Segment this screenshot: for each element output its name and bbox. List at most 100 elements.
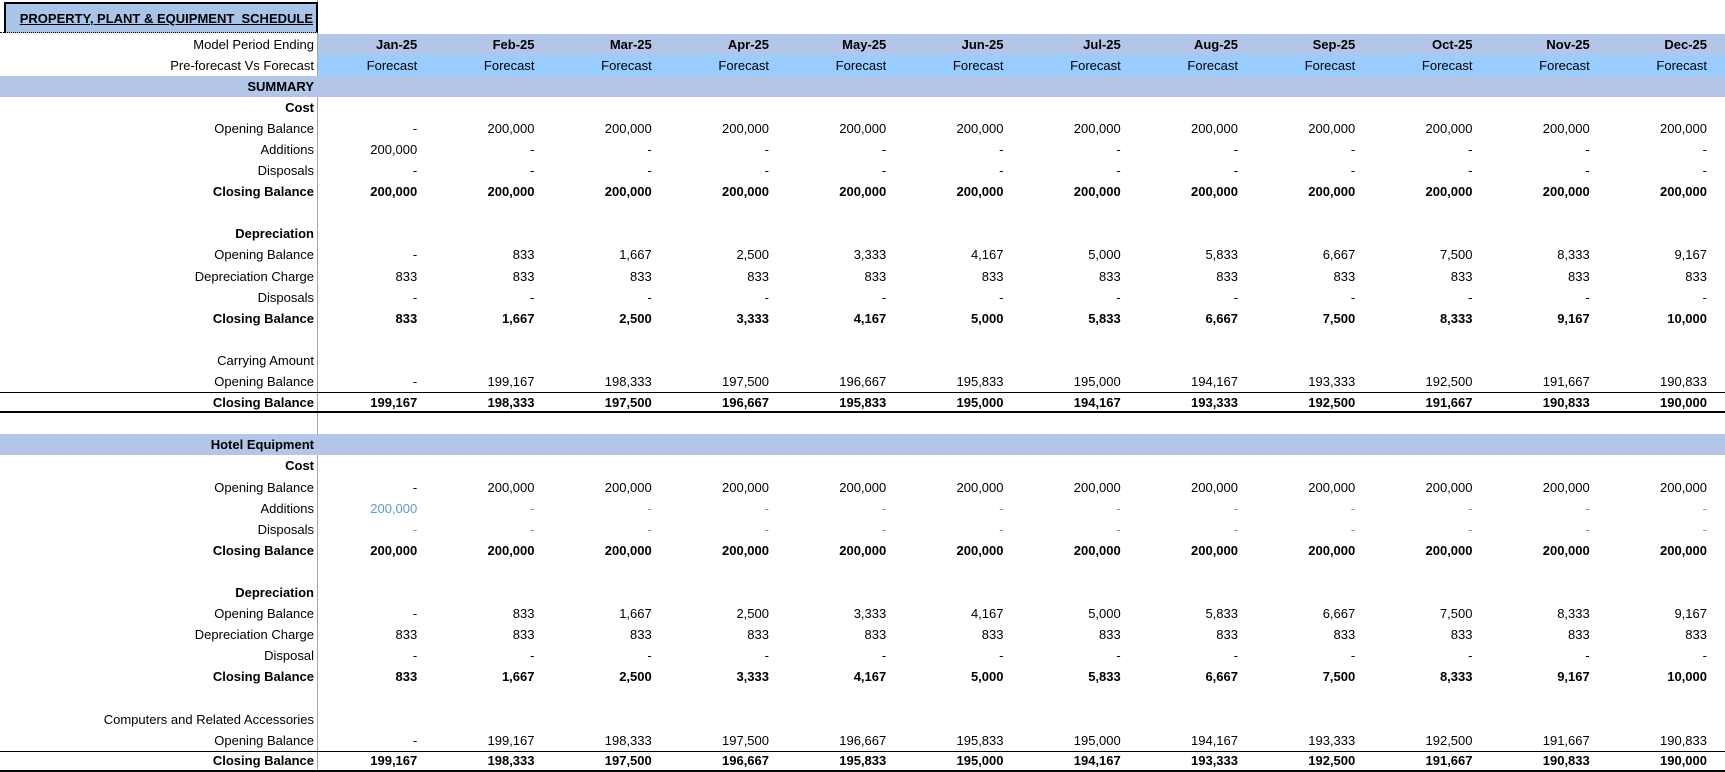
summary-cost-closing-balance-label[interactable]: Closing Balance [212, 184, 314, 200]
summary-cost-additions-cell-1[interactable]: - [530, 142, 535, 158]
summary-cost-additions-label[interactable]: Additions [260, 142, 314, 158]
summary-carrying-closing-balance-label[interactable]: Closing Balance [212, 394, 314, 410]
summary-depreciation-disposals-cell-1[interactable]: - [530, 289, 535, 305]
hotel-cost-heading-label[interactable]: Cost [285, 458, 314, 474]
hotel-cost-disposals-cell-0[interactable]: - [412, 521, 418, 537]
summary-carrying-closing-balance-cell-4[interactable]: 195,833 [839, 394, 887, 410]
summary-depreciation-closing-balance-cell-3[interactable]: 3,333 [736, 310, 769, 326]
summary-cost-opening-balance-cell-5[interactable]: 200,000 [956, 120, 1004, 136]
summary-cost-closing-balance-cell-11[interactable]: 200,000 [1660, 184, 1707, 200]
summary-carrying-opening-balance-cell-1[interactable]: 199,167 [487, 374, 535, 390]
summary-cost-opening-balance-cell-9[interactable]: 200,000 [1425, 120, 1473, 136]
summary-depreciation-charge-cell-7[interactable]: 833 [1216, 268, 1238, 284]
header-model-period-ending-cell-2[interactable]: Mar-25 [609, 36, 652, 52]
summary-cost-additions-cell-3[interactable]: - [764, 142, 769, 158]
hotel-cost-additions-cell-6[interactable]: - [1116, 500, 1121, 516]
summary-depreciation-disposals-cell-9[interactable]: - [1468, 289, 1473, 305]
hotel-cost-closing-balance-cell-1[interactable]: 200,000 [487, 542, 535, 558]
summary-depreciation-closing-balance-cell-9[interactable]: 8,333 [1439, 310, 1473, 326]
hotel-cost-closing-balance-cell-0[interactable]: 200,000 [370, 542, 418, 558]
hotel-cost-opening-balance-cell-7[interactable]: 200,000 [1191, 479, 1238, 495]
section-band-summary-label[interactable]: SUMMARY [247, 78, 314, 94]
summary-depreciation-charge-cell-5[interactable]: 833 [981, 268, 1004, 284]
hotel-depreciation-opening-balance-cell-2[interactable]: 1,667 [619, 606, 652, 622]
hotel-cost-opening-balance-cell-1[interactable]: 200,000 [487, 479, 535, 495]
summary-depreciation-opening-balance-cell-1[interactable]: 833 [512, 247, 535, 263]
hotel-cost-disposals-cell-2[interactable]: - [647, 521, 652, 537]
hotel-cost-closing-balance-cell-4[interactable]: 200,000 [839, 542, 887, 558]
hotel-cost-closing-balance-cell-6[interactable]: 200,000 [1073, 542, 1121, 558]
summary-carrying-closing-balance-cell-5[interactable]: 195,000 [956, 394, 1004, 410]
hotel-depreciation-closing-balance-cell-5[interactable]: 5,000 [970, 669, 1004, 685]
header-preforecast-vs-forecast-cell-6[interactable]: Forecast [1070, 57, 1121, 73]
summary-carrying-closing-balance-cell-10[interactable]: 190,833 [1542, 394, 1590, 410]
summary-cost-disposals-cell-10[interactable]: - [1585, 163, 1590, 179]
hotel-cost-closing-balance-label[interactable]: Closing Balance [212, 542, 314, 558]
hotel-cost-closing-balance-cell-10[interactable]: 200,000 [1542, 542, 1590, 558]
hotel-depreciation-disposal-cell-9[interactable]: - [1468, 648, 1473, 664]
hotel-depreciation-disposal-cell-2[interactable]: - [647, 648, 652, 664]
header-model-period-ending-cell-8[interactable]: Sep-25 [1312, 36, 1356, 52]
hotel-cost-disposals-label[interactable]: Disposals [257, 521, 314, 537]
computers-opening-balance-cell-9[interactable]: 192,500 [1425, 732, 1473, 748]
hotel-depreciation-opening-balance-cell-6[interactable]: 5,000 [1088, 606, 1121, 622]
computers-opening-balance-cell-6[interactable]: 195,000 [1073, 732, 1121, 748]
computers-opening-balance-cell-7[interactable]: 194,167 [1191, 732, 1238, 748]
summary-cost-additions-cell-10[interactable]: - [1585, 142, 1590, 158]
summary-depreciation-opening-balance-cell-10[interactable]: 8,333 [1557, 247, 1590, 263]
summary-depreciation-charge-cell-8[interactable]: 833 [1333, 268, 1356, 284]
hotel-depreciation-opening-balance-cell-3[interactable]: 2,500 [736, 606, 769, 622]
hotel-cost-additions-cell-10[interactable]: - [1585, 500, 1590, 516]
hotel-depreciation-opening-balance-cell-0[interactable]: - [412, 606, 418, 622]
hotel-depreciation-charge-cell-1[interactable]: 833 [512, 627, 535, 643]
hotel-depreciation-disposal-cell-10[interactable]: - [1585, 648, 1590, 664]
summary-depreciation-disposals-cell-3[interactable]: - [764, 289, 769, 305]
hotel-depreciation-disposal-cell-1[interactable]: - [530, 648, 535, 664]
hotel-cost-additions-cell-11[interactable]: - [1702, 500, 1707, 516]
hotel-depreciation-closing-balance-cell-8[interactable]: 7,500 [1322, 669, 1356, 685]
header-preforecast-vs-forecast-cell-2[interactable]: Forecast [601, 57, 652, 73]
hotel-depreciation-charge-cell-0[interactable]: 833 [395, 627, 418, 643]
computers-closing-balance-cell-8[interactable]: 192,500 [1308, 753, 1356, 769]
summary-cost-opening-balance-cell-10[interactable]: 200,000 [1542, 120, 1590, 136]
summary-depreciation-disposals-cell-5[interactable]: - [999, 289, 1004, 305]
header-model-period-ending-cell-1[interactable]: Feb-25 [492, 36, 535, 52]
summary-depreciation-charge-cell-0[interactable]: 833 [395, 268, 418, 284]
hotel-cost-opening-balance-cell-6[interactable]: 200,000 [1073, 479, 1121, 495]
summary-depreciation-charge-cell-11[interactable]: 833 [1685, 268, 1707, 284]
summary-depreciation-opening-balance-cell-4[interactable]: 3,333 [853, 247, 887, 263]
hotel-cost-closing-balance-cell-8[interactable]: 200,000 [1308, 542, 1356, 558]
summary-cost-opening-balance-cell-2[interactable]: 200,000 [604, 120, 652, 136]
summary-depreciation-disposals-cell-8[interactable]: - [1350, 289, 1356, 305]
hotel-depreciation-closing-balance-cell-4[interactable]: 4,167 [853, 669, 887, 685]
hotel-depreciation-opening-balance-label[interactable]: Opening Balance [214, 606, 314, 622]
computers-closing-balance-cell-11[interactable]: 190,000 [1660, 753, 1707, 769]
hotel-cost-disposals-cell-5[interactable]: - [999, 521, 1004, 537]
hotel-cost-additions-cell-4[interactable]: - [881, 500, 887, 516]
summary-carrying-closing-balance-cell-1[interactable]: 198,333 [487, 394, 535, 410]
summary-carrying-opening-balance-cell-0[interactable]: - [412, 374, 418, 390]
hotel-cost-opening-balance-cell-11[interactable]: 200,000 [1660, 479, 1707, 495]
hotel-cost-opening-balance-cell-10[interactable]: 200,000 [1542, 479, 1590, 495]
computers-closing-balance-cell-9[interactable]: 191,667 [1425, 753, 1473, 769]
summary-depreciation-closing-balance-cell-2[interactable]: 2,500 [619, 310, 652, 326]
summary-cost-opening-balance-cell-6[interactable]: 200,000 [1073, 120, 1121, 136]
hotel-depreciation-disposal-cell-0[interactable]: - [412, 648, 418, 664]
summary-cost-closing-balance-cell-7[interactable]: 200,000 [1191, 184, 1238, 200]
header-preforecast-vs-forecast-cell-3[interactable]: Forecast [718, 57, 769, 73]
hotel-depreciation-disposal-cell-3[interactable]: - [764, 648, 769, 664]
section-band-hotel-equipment-label[interactable]: Hotel Equipment [210, 437, 314, 453]
summary-cost-additions-cell-5[interactable]: - [999, 142, 1004, 158]
summary-depreciation-charge-cell-6[interactable]: 833 [1099, 268, 1121, 284]
summary-depreciation-closing-balance-cell-1[interactable]: 1,667 [501, 310, 535, 326]
header-model-period-ending-cell-3[interactable]: Apr-25 [727, 36, 769, 52]
summary-carrying-opening-balance-label[interactable]: Opening Balance [214, 374, 314, 390]
summary-cost-opening-balance-cell-0[interactable]: - [412, 120, 418, 136]
hotel-depreciation-opening-balance-cell-4[interactable]: 3,333 [853, 606, 887, 622]
summary-depreciation-closing-balance-cell-0[interactable]: 833 [395, 310, 418, 326]
hotel-cost-closing-balance-cell-9[interactable]: 200,000 [1425, 542, 1473, 558]
summary-cost-additions-cell-2[interactable]: - [647, 142, 652, 158]
summary-cost-closing-balance-cell-3[interactable]: 200,000 [722, 184, 769, 200]
summary-cost-closing-balance-cell-8[interactable]: 200,000 [1308, 184, 1356, 200]
hotel-depreciation-disposal-cell-7[interactable]: - [1233, 648, 1238, 664]
